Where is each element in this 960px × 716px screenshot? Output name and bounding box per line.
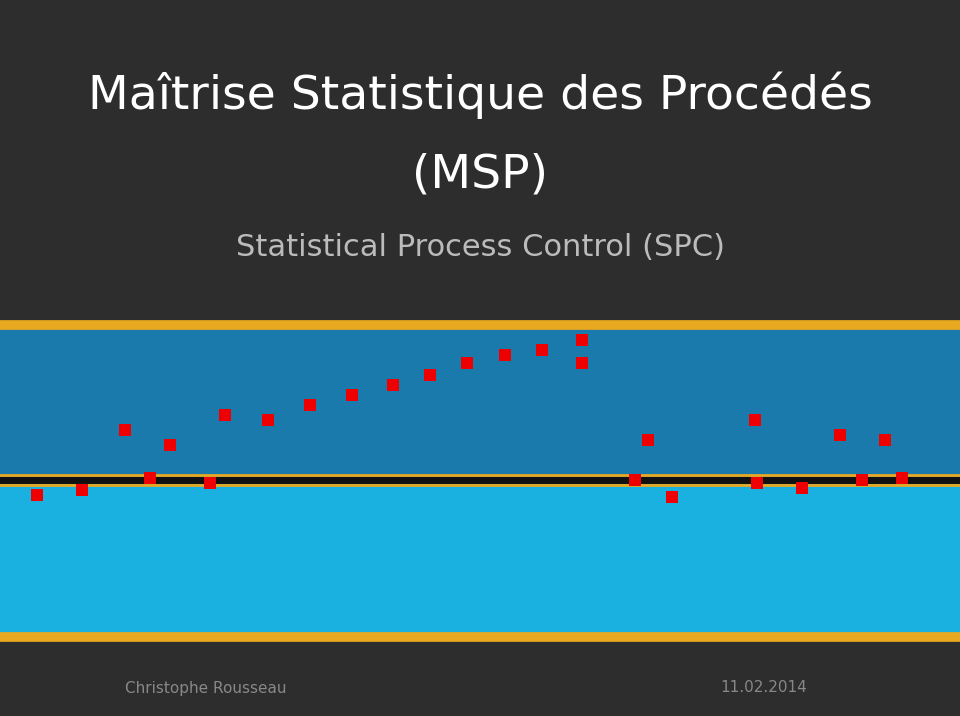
Point [535,344,550,356]
Point [459,357,474,369]
Text: (MSP): (MSP) [412,153,548,198]
Point [260,415,276,426]
Text: Christophe Rousseau: Christophe Rousseau [125,680,286,695]
Bar [0,325,960,480]
Point [747,415,762,426]
Point [664,491,680,503]
Point [574,357,589,369]
Point [574,334,589,346]
Point [302,400,318,411]
Point [30,489,45,500]
Point [854,474,870,485]
Text: 11.02.2014: 11.02.2014 [720,680,806,695]
Point [832,430,848,441]
Point [203,478,218,489]
Point [794,483,809,494]
Text: Maîtrise Statistique des Procédés: Maîtrise Statistique des Procédés [87,72,873,119]
Point [217,410,232,421]
Point [627,474,642,485]
Point [345,390,360,401]
Point [162,440,178,451]
Point [422,369,438,381]
Point [640,435,656,446]
Point [74,484,89,495]
Point [117,425,132,436]
Point [142,473,157,484]
Point [877,435,893,446]
Point [385,379,400,391]
Point [750,478,765,489]
Text: Statistical Process Control (SPC): Statistical Process Control (SPC) [235,233,725,263]
Point [895,473,910,484]
Point [497,349,513,361]
Bar [0,480,960,637]
